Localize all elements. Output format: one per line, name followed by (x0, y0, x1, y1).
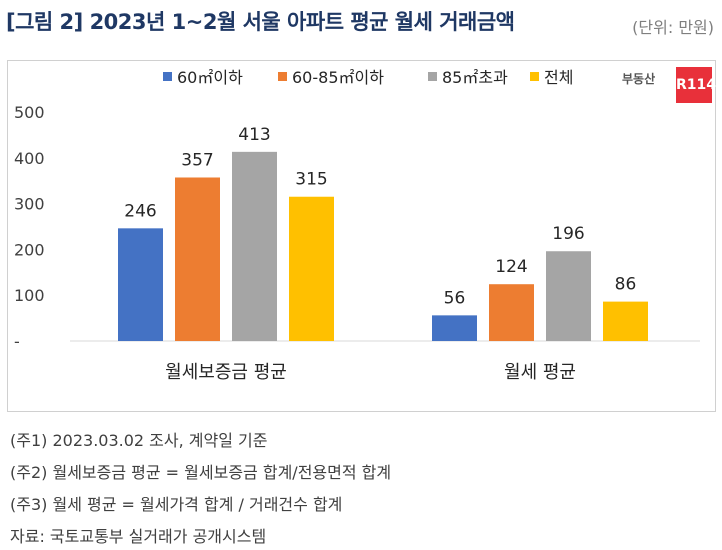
data-label: 413 (238, 125, 270, 145)
data-label: 86 (615, 275, 637, 295)
y-tick-label: - (14, 332, 20, 351)
data-label: 56 (444, 288, 466, 308)
legend-label: 60-85㎡이하 (292, 68, 384, 87)
legend-swatch (428, 72, 437, 81)
note-source: 자료: 국토교통부 실거래가 공개시스템 (10, 527, 267, 546)
chart-frame (7, 60, 716, 412)
y-tick-label: 300 (14, 195, 45, 214)
note-3: (주3) 월세 평균 = 월세가격 합계 / 거래건수 합계 (10, 495, 343, 514)
bar (232, 151, 277, 341)
y-tick-label: 400 (14, 149, 45, 168)
legend-label: 전체 (544, 68, 573, 87)
bar (432, 315, 477, 341)
y-tick-label: 200 (14, 240, 45, 259)
y-tick-label: 500 (14, 103, 45, 122)
legend-swatch (278, 72, 287, 81)
legend-swatch (530, 72, 539, 81)
bar (546, 251, 591, 341)
x-category-label: 월세보증금 평균 (165, 362, 287, 383)
note-1: (주1) 2023.03.02 조사, 계약일 기준 (10, 431, 268, 450)
logo-text: 부동산 (622, 72, 656, 86)
data-label: 246 (124, 201, 156, 221)
data-label: 124 (495, 257, 527, 277)
chart-title: [그림 2] 2023년 1~2월 서울 아파트 평균 월세 거래금액 (6, 10, 515, 34)
legend-label: 85㎡초과 (442, 68, 508, 87)
bar (118, 228, 163, 341)
data-label: 315 (295, 170, 327, 190)
legend-label: 60㎡이하 (177, 68, 243, 87)
data-label: 196 (552, 224, 584, 244)
y-tick-label: 100 (14, 286, 45, 305)
x-category-label: 월세 평균 (504, 362, 576, 383)
bar (603, 301, 648, 341)
unit-label: (단위: 만원) (632, 18, 714, 37)
logo-badge: R114 (676, 67, 716, 103)
note-2: (주2) 월세보증금 평균 = 월세보증금 합계/전용면적 합계 (10, 463, 392, 482)
bar (175, 177, 220, 341)
bar (489, 284, 534, 341)
data-label: 357 (181, 150, 213, 170)
bar (289, 196, 334, 341)
bar-chart: - 100 200 300 400 500 246 357 413 315 월세보증금 평균 56 12… (14, 68, 700, 383)
legend-swatch (163, 72, 172, 81)
